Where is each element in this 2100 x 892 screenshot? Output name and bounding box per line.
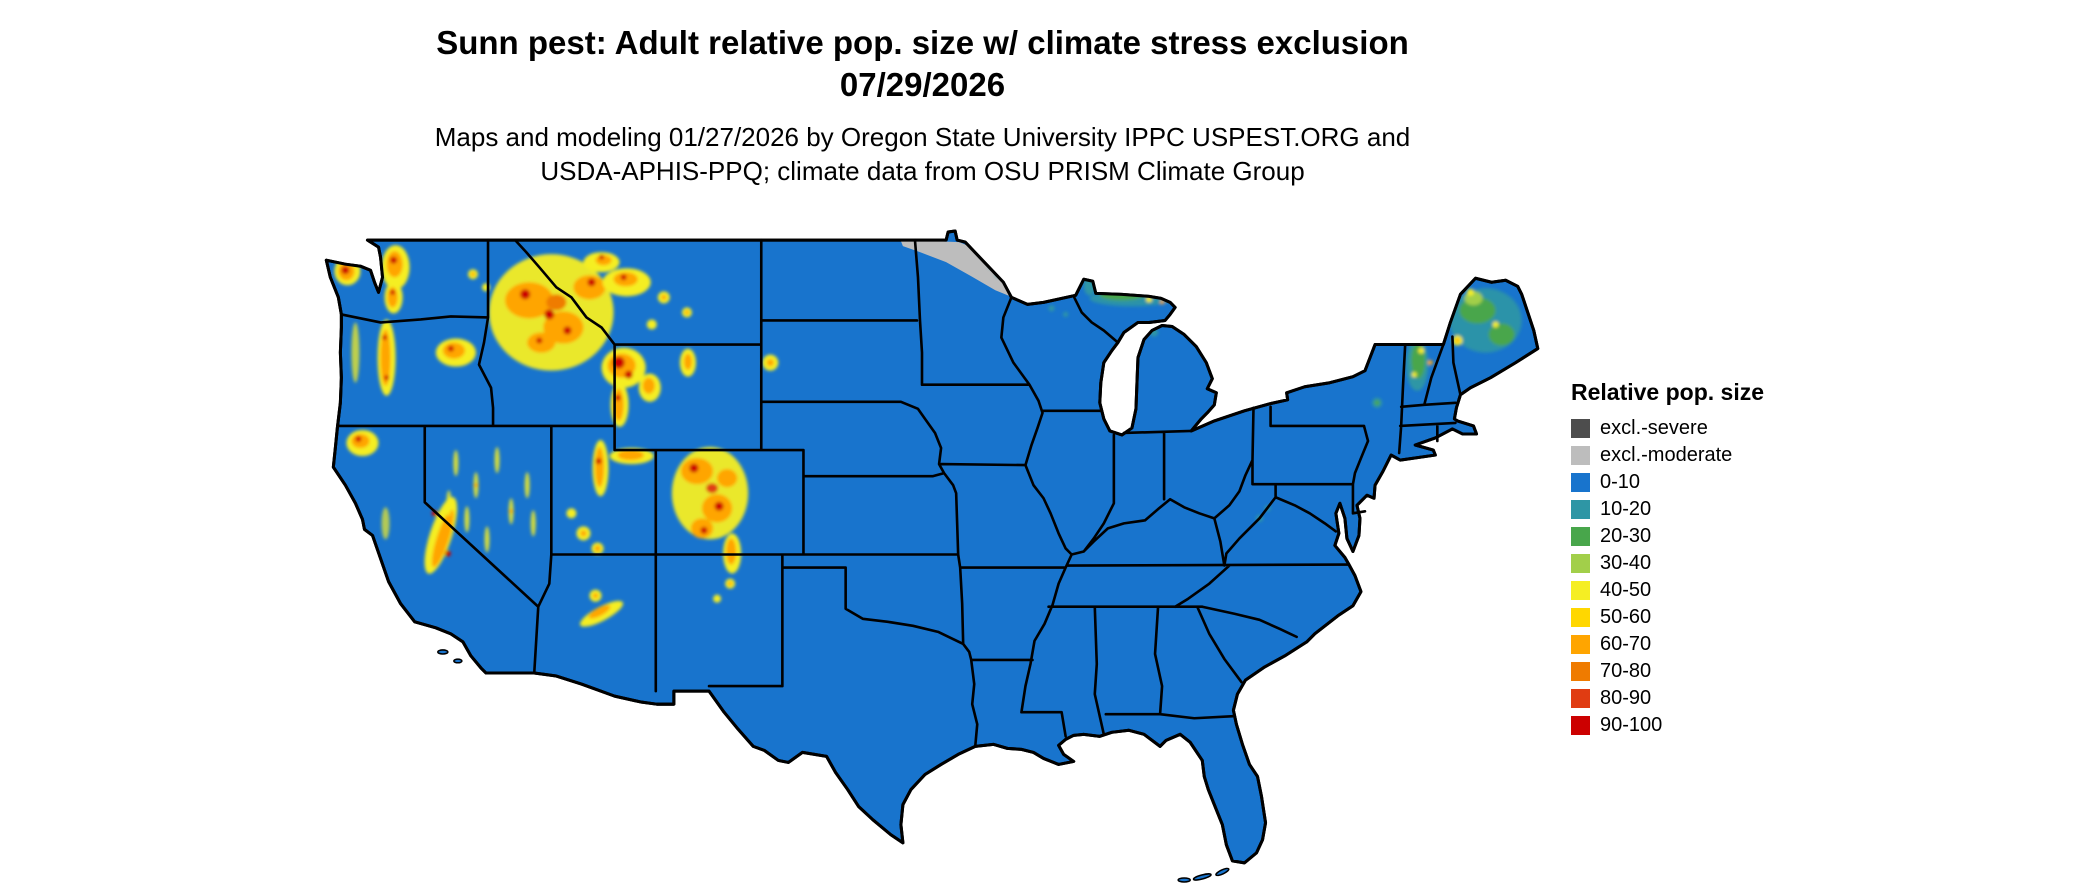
legend-item-label: 30-40 [1600, 552, 1652, 574]
legend-item-label: excl.-moderate [1600, 444, 1733, 466]
map-title-line2: 07/29/2026 [839, 66, 1006, 103]
legend-item: 70-80 [1571, 660, 1764, 682]
legend-title: Relative pop. size [1571, 379, 1765, 405]
legend-item: excl.-severe [1571, 417, 1764, 439]
legend: Relative pop. size excl.-severe excl.-mo… [1571, 379, 1764, 743]
us-outline [324, 229, 1540, 865]
legend-swatch [1571, 527, 1590, 546]
legend-item-label: 50-60 [1600, 606, 1652, 628]
legend-item: 80-90 [1571, 687, 1764, 709]
legend-item-label: 90-100 [1600, 714, 1663, 736]
legend-item-label: 60-70 [1600, 633, 1652, 655]
legend-item: 30-40 [1571, 552, 1764, 574]
legend-item-label: 80-90 [1600, 687, 1652, 709]
legend-item: 50-60 [1571, 606, 1764, 628]
legend-item: 90-100 [1571, 714, 1764, 736]
legend-item-label: 70-80 [1600, 660, 1652, 682]
legend-swatch [1571, 446, 1590, 465]
map-subtitle-line1: Maps and modeling 01/27/2026 by Oregon S… [434, 122, 1411, 152]
legend-swatch [1571, 608, 1590, 627]
legend-swatch [1571, 581, 1590, 600]
legend-item: excl.-moderate [1571, 444, 1764, 466]
map-subtitle-line2: USDA-APHIS-PPQ; climate data from OSU PR… [540, 156, 1305, 186]
state-borders [336, 238, 1462, 748]
map-subtitle: Maps and modeling 01/27/2026 by Oregon S… [0, 120, 1845, 188]
legend-item-label: 40-50 [1600, 579, 1652, 601]
legend-swatch [1571, 419, 1590, 438]
legend-swatch [1571, 689, 1590, 708]
legend-swatch [1571, 554, 1590, 573]
florida-keys [1177, 867, 1230, 883]
legend-item: 60-70 [1571, 633, 1764, 655]
legend-item-label: 10-20 [1600, 498, 1652, 520]
map-title-line1: Sunn pest: Adult relative pop. size w/ c… [436, 24, 1409, 61]
legend-item-label: 20-30 [1600, 525, 1652, 547]
legend-swatch [1571, 716, 1590, 735]
legend-item-label: 0-10 [1600, 471, 1641, 493]
legend-item-label: excl.-severe [1600, 417, 1708, 439]
legend-item: 20-30 [1571, 525, 1764, 547]
legend-item: 10-20 [1571, 498, 1764, 520]
legend-swatch [1571, 473, 1590, 492]
legend-swatch [1571, 635, 1590, 654]
figure-header: Sunn pest: Adult relative pop. size w/ c… [0, 22, 1845, 188]
legend-item: 40-50 [1571, 579, 1764, 601]
legend-items: excl.-severe excl.-moderate 0-10 10-20 2… [1571, 417, 1764, 736]
us-map-svg [324, 229, 1540, 883]
legend-item: 0-10 [1571, 471, 1764, 493]
legend-swatch [1571, 662, 1590, 681]
us-map [297, 222, 1549, 885]
legend-swatch [1571, 500, 1590, 519]
channel-islands [437, 649, 463, 664]
